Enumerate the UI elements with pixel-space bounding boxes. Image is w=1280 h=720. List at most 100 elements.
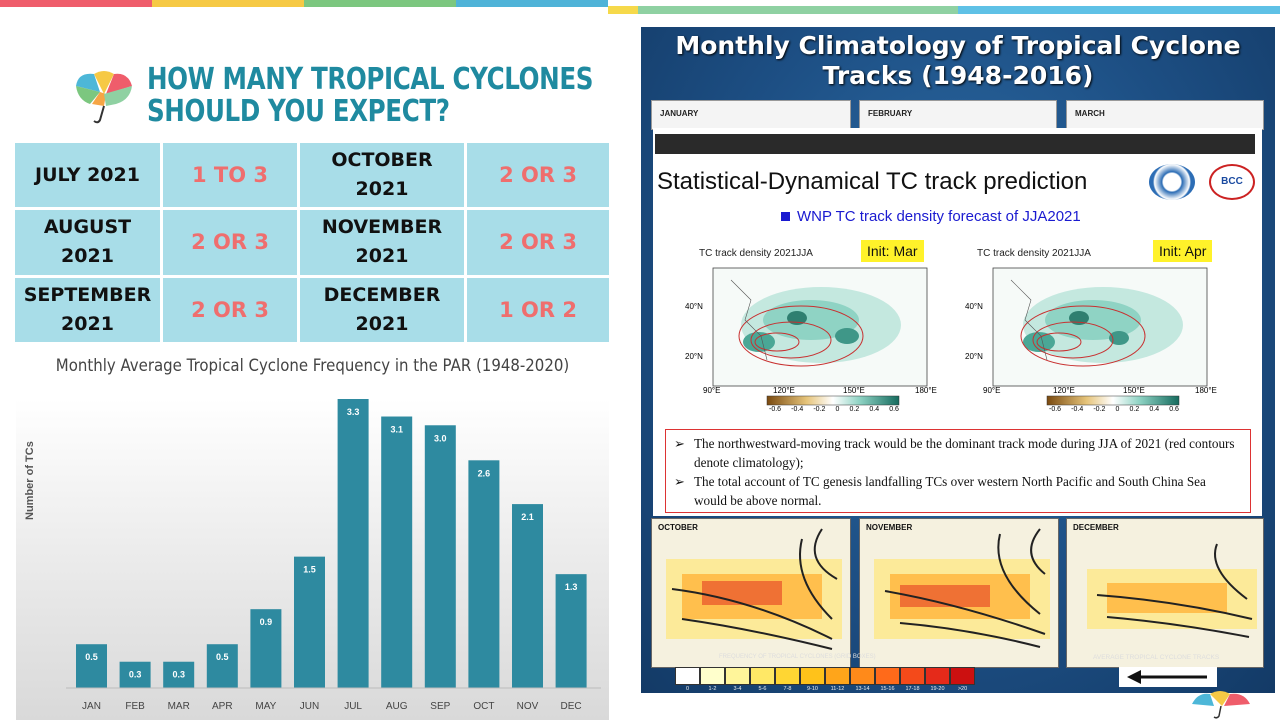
- note-text: The northwestward-moving track would be …: [694, 436, 1235, 470]
- climatology-title-line-2: Tracks (1948-2016): [822, 61, 1094, 90]
- legend-label: 7-8: [783, 686, 792, 692]
- month-label: SEPTEMBER: [23, 283, 152, 306]
- colorbar-label: 0.2: [849, 406, 860, 413]
- colorbar-label: 0: [835, 406, 840, 413]
- bar-value-label: 0.9: [260, 617, 273, 627]
- density-map-graphic: [992, 267, 1208, 406]
- map-thumbnail: MARCH: [1066, 100, 1264, 130]
- month-year: 2021: [355, 245, 409, 268]
- month-label: OCTOBER: [331, 149, 433, 172]
- legend-swatch: [725, 667, 750, 685]
- top-strip-yellow: [152, 0, 304, 7]
- month-cell: DECEMBER 2021: [300, 277, 464, 342]
- forecast-value: 2 OR 3: [467, 210, 609, 275]
- track-map-december: DECEMBER: [1066, 518, 1264, 668]
- top-strip-green: [304, 0, 456, 7]
- bar-value-label: 3.3: [347, 407, 360, 417]
- colorbar-label: -0.6: [769, 406, 782, 413]
- top-strip-green-2: [638, 6, 958, 14]
- legend-label: 0: [685, 686, 690, 692]
- legend-label: 11-12: [830, 686, 845, 692]
- month-year: 2021: [61, 245, 114, 268]
- colorbar-label: 0.6: [1169, 406, 1179, 413]
- x-tick-label: NOV: [517, 701, 539, 712]
- lat-label: 40°N: [965, 302, 983, 311]
- bar-chart: 0.5 JAN 0.3 FEB 0.3 MAR 0.5 APR 0.9 MAY 1.5 JUN 3.3 J…: [66, 399, 601, 712]
- track-map-graphic: [1087, 543, 1257, 638]
- x-tick-label: DEC: [561, 701, 582, 712]
- top-strip-blue-2: [958, 6, 1280, 14]
- lon-label: 180°E: [1195, 386, 1217, 395]
- x-tick-label: JAN: [82, 701, 101, 712]
- bar-value-label: 0.3: [172, 670, 185, 680]
- track-map-october: OCTOBER: [651, 518, 851, 668]
- legend-label: 9-10: [806, 686, 818, 692]
- forecast-value: 2 OR 3: [163, 210, 297, 275]
- legend-swatch: [800, 667, 825, 685]
- lon-label: 150°E: [1123, 386, 1145, 395]
- frequency-legend: FREQUENCY OF TROPICAL CYCLONES (GRID BOX…: [641, 654, 1275, 693]
- month-year: 2021: [61, 312, 114, 335]
- month-cell: OCTOBER 2021: [300, 143, 464, 208]
- forecast-value: 2 OR 3: [467, 143, 609, 208]
- x-tick-label: MAY: [255, 701, 276, 712]
- track-map-november: NOVEMBER: [859, 518, 1059, 668]
- legend-swatch: [750, 667, 775, 685]
- legend-swatch: [850, 667, 875, 685]
- top-strip-yellow-2: [608, 6, 638, 14]
- init-badge: Init: Apr: [1153, 240, 1213, 262]
- colorbar-label: -0.2: [1093, 406, 1106, 413]
- legend-label: >20: [957, 686, 968, 692]
- legend-label: 13-14: [855, 686, 870, 692]
- climatology-panel: Monthly Climatology of Tropical Cyclone …: [641, 27, 1275, 693]
- month-year: 2021: [355, 312, 409, 335]
- colorbar-labels: -0.6 -0.4 -0.2 0 0.2 0.4 0.6: [769, 406, 899, 413]
- climatology-title-line-1: Monthly Climatology of Tropical Cyclone: [675, 31, 1241, 60]
- chart-y-axis-label: Number of TCs: [24, 441, 36, 520]
- bar-value-label: 1.5: [303, 565, 316, 575]
- bar-nov: [512, 504, 543, 688]
- arrow-bullet-icon: ➢: [674, 474, 686, 489]
- bar-value-label: 0.5: [85, 652, 98, 662]
- x-tick-label: FEB: [125, 701, 145, 712]
- lon-label: 180°E: [915, 386, 937, 395]
- bar-value-label: 3.1: [390, 425, 403, 435]
- legend-label: 1-2: [708, 686, 717, 692]
- lon-label: 90°E: [703, 386, 721, 395]
- colorbar-label: -0.4: [791, 406, 804, 413]
- bar-jul: [337, 399, 369, 688]
- track-density-map: TC track density 2021JJA Init: Apr: [965, 240, 1253, 420]
- table-row: AUGUST 2021 2 OR 3 NOVEMBER 2021 2 OR 3: [15, 210, 609, 275]
- month-cell: SEPTEMBER 2021: [15, 277, 160, 342]
- month-year: 2021: [355, 178, 409, 201]
- colorbar-labels: -0.6 -0.4 -0.2 0 0.2 0.4 0.6: [1049, 406, 1179, 413]
- map-title: TC track density 2021JJA: [977, 248, 1091, 259]
- track-map-graphic: [666, 528, 842, 650]
- bar-sep: [424, 425, 456, 688]
- month-label: JULY 2021: [35, 163, 140, 186]
- slide-header-bar: [655, 134, 1255, 154]
- lon-label: 120°E: [773, 386, 795, 395]
- colorbar-label: -0.4: [1071, 406, 1084, 413]
- map-thumbnail: JANUARY: [651, 100, 851, 130]
- top-strip-red: [0, 0, 152, 7]
- map-label: OCTOBER: [658, 523, 698, 532]
- legend-swatch: [675, 667, 700, 685]
- legend-swatch: [925, 667, 950, 685]
- legend-label: 3-4: [733, 686, 742, 692]
- bar-feb: [119, 661, 151, 688]
- table-row: JULY 2021 1 TO 3 OCTOBER 2021 2 OR 3: [15, 143, 609, 208]
- colorbar-label: -0.6: [1049, 406, 1062, 413]
- heading-line-1: HOW MANY TROPICAL CYCLONES: [147, 62, 594, 97]
- x-tick-label: JUL: [344, 701, 362, 712]
- lat-label: 20°N: [965, 352, 983, 361]
- legend-title: FREQUENCY OF TROPICAL CYCLONES (GRID BOX…: [719, 654, 876, 660]
- note-item: ➢ The total account of TC genesis landfal…: [674, 472, 1242, 510]
- lon-label: 120°E: [1053, 386, 1075, 395]
- month-label: AUGUST: [43, 216, 132, 239]
- lat-label: 40°N: [685, 302, 703, 311]
- map-label: JANUARY: [660, 109, 699, 118]
- slide-subtitle-text: WNP TC track density forecast of JJA2021: [797, 208, 1081, 225]
- bar-value-label: 0.5: [216, 652, 229, 662]
- agency-logo-icon: [1149, 164, 1195, 200]
